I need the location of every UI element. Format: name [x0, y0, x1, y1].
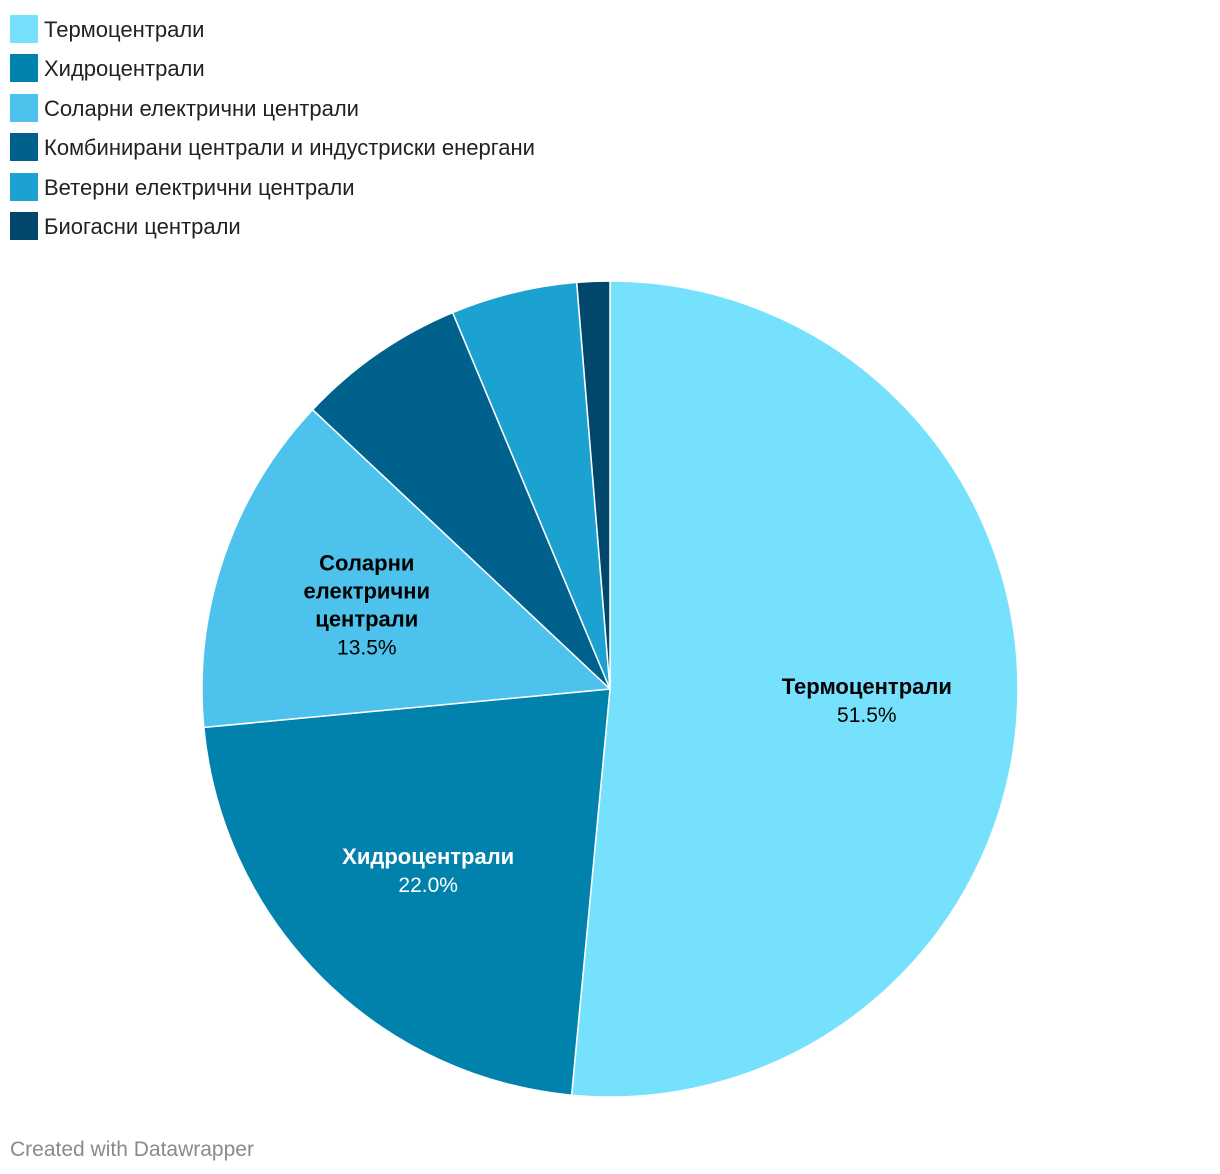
legend-swatch — [10, 172, 38, 201]
pie-slice-labels: Термоцентрали 51.5% Хидроцентрали 22.0% Сола… — [304, 551, 952, 897]
legend-label: Хидроцентрали — [44, 56, 205, 82]
pie-slice-combined — [311, 311, 611, 690]
slice-label-name: Соларни — [319, 551, 414, 576]
legend-swatch — [10, 212, 38, 241]
legend-item-hydro: Хидроцентрали — [10, 50, 535, 90]
pie-slices — [201, 280, 1019, 1098]
legend-label: Ветерни електрични централи — [44, 174, 355, 200]
datawrapper-credit: Created with Datawrapper — [10, 1138, 254, 1161]
slice-label-value: 22.0% — [398, 874, 458, 897]
pie-slice-solar — [201, 408, 611, 729]
slice-label-hydro: Хидроцентрали 22.0% — [342, 844, 514, 897]
legend-item-wind: Ветерни електрични централи — [10, 168, 535, 208]
slice-label-thermal: Термоцентрали 51.5% — [782, 674, 952, 727]
legend-swatch — [10, 93, 38, 122]
legend-swatch — [10, 133, 38, 162]
slice-label-name: Хидроцентрали — [342, 844, 514, 869]
slice-label-name: Термоцентрали — [782, 674, 952, 699]
legend-swatch — [10, 54, 38, 83]
legend-item-combined: Комбинирани централи и индустриски енерг… — [10, 129, 535, 169]
pie-slice-hydro — [203, 688, 611, 1096]
legend-label: Комбинирани централи и индустриски енерг… — [44, 135, 535, 161]
slice-label-value: 13.5% — [337, 637, 397, 660]
slice-label-name: електрични — [304, 579, 431, 604]
legend-label: Термоцентрали — [44, 16, 205, 42]
legend-label: Соларни електрични централи — [44, 95, 359, 121]
pie-slice-thermal — [570, 280, 1019, 1098]
legend-item-biogas: Биогасни централи — [10, 208, 535, 248]
legend-item-solar: Соларни електрични централи — [10, 89, 535, 129]
slice-label-name: централи — [315, 607, 418, 632]
legend-swatch — [10, 14, 38, 43]
pie-slice-biogas — [575, 280, 611, 690]
legend: Термоцентрали Хидроцентрали Соларни елек… — [10, 10, 535, 247]
slice-label-solar: Соларни електрични централи 13.5% — [304, 551, 431, 660]
legend-item-thermal: Термоцентрали — [10, 10, 535, 50]
legend-label: Биогасни централи — [44, 214, 241, 240]
slice-label-value: 51.5% — [837, 704, 897, 727]
